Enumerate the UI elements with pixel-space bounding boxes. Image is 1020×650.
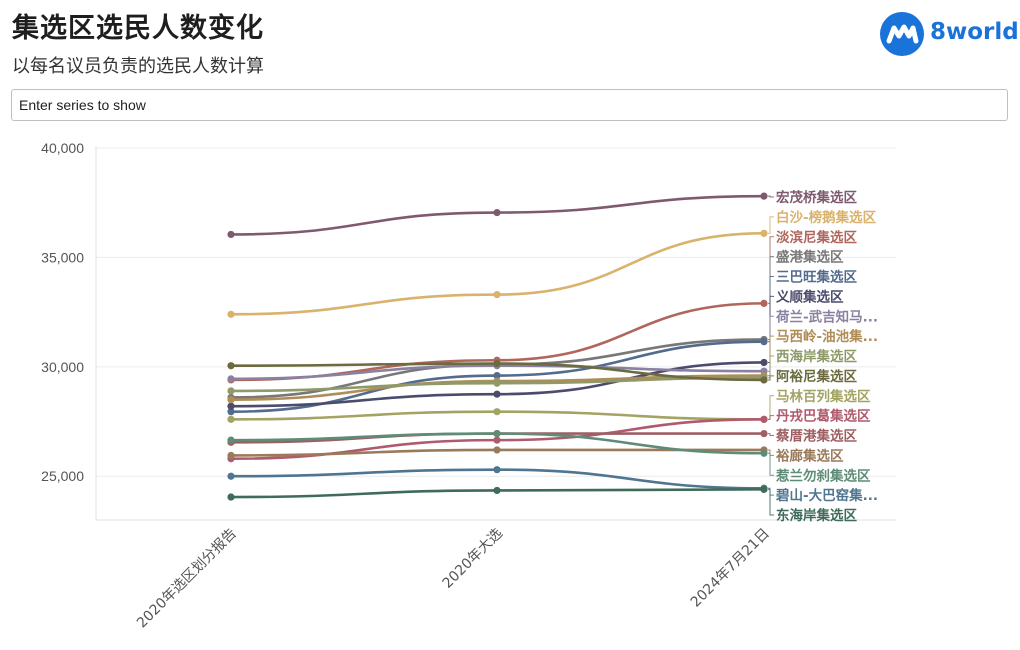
series-search-input[interactable] (12, 90, 1007, 120)
data-point[interactable] (493, 379, 501, 387)
data-point[interactable] (227, 362, 235, 370)
y-tick-label: 35,000 (41, 249, 84, 265)
data-point[interactable] (493, 371, 501, 380)
series-group[interactable] (227, 446, 768, 460)
data-point[interactable] (493, 408, 501, 416)
label-leader-line (768, 276, 774, 343)
series-labels: 宏茂桥集选区白沙-榜鹅集选区淡滨尼集选区盛港集选区三巴旺集选区义顺集选区荷兰-武… (768, 189, 878, 524)
label-leader-line (768, 375, 774, 381)
data-point[interactable] (227, 396, 235, 404)
data-point[interactable] (493, 429, 501, 438)
series-label[interactable]: 淡滨尼集选区 (776, 229, 857, 246)
series-label[interactable]: 马林百列集选区 (776, 388, 871, 405)
page-title: 集选区选民人数变化 (12, 13, 264, 44)
series-label[interactable]: 白沙-榜鹅集选区 (776, 209, 877, 226)
data-point[interactable] (493, 390, 501, 398)
data-point[interactable] (760, 192, 768, 200)
x-tick-label: 2024年7月21日 (688, 526, 773, 611)
series-label[interactable]: 惹兰勿刹集选区 (775, 467, 871, 484)
series-search-box[interactable] (11, 89, 1008, 121)
8world-logo-icon (880, 12, 924, 56)
series-group[interactable] (227, 408, 768, 423)
y-tick-label: 25,000 (41, 468, 84, 484)
label-leader-line (768, 452, 774, 476)
y-tick-label: 40,000 (41, 140, 84, 156)
label-leader-line (768, 315, 774, 372)
data-point[interactable] (760, 415, 768, 423)
label-leader-line (768, 488, 774, 516)
series-label[interactable]: 阿裕尼集选区 (776, 368, 857, 385)
data-point[interactable] (227, 375, 235, 383)
data-point[interactable] (493, 208, 501, 217)
label-leader-line (768, 216, 774, 234)
series-label[interactable]: 蔡厝港集选区 (775, 428, 857, 445)
data-point[interactable] (760, 485, 768, 493)
data-point[interactable] (493, 359, 501, 368)
series-line[interactable] (230, 232, 765, 316)
series-label[interactable]: 丹戎巴葛集选区 (776, 408, 871, 425)
data-point[interactable] (493, 446, 501, 454)
label-leader-line (768, 256, 774, 340)
data-point[interactable] (760, 229, 768, 237)
series-label[interactable]: 三巴旺集选区 (776, 269, 857, 286)
series-group[interactable] (227, 359, 768, 384)
data-point[interactable] (493, 486, 501, 495)
label-leader-line (768, 433, 774, 436)
data-point[interactable] (760, 449, 768, 457)
label-leader-line (768, 355, 774, 379)
data-point[interactable] (227, 402, 235, 410)
data-point[interactable] (760, 358, 768, 367)
data-point[interactable] (227, 408, 235, 416)
series-label[interactable]: 马西岭-油池集... (776, 328, 878, 345)
data-point[interactable] (493, 436, 501, 444)
series-group[interactable] (227, 429, 768, 457)
data-point[interactable] (227, 387, 235, 395)
data-point[interactable] (227, 310, 235, 318)
label-leader-line (768, 236, 774, 304)
data-point[interactable] (227, 451, 235, 460)
x-tick-label: 2020年选区划分报告 (134, 526, 240, 632)
series-label[interactable]: 碧山-大巴窑集... (775, 487, 878, 504)
series-label[interactable]: 宏茂桥集选区 (776, 189, 857, 206)
series-label[interactable]: 裕廊集选区 (775, 447, 844, 464)
label-leader-line (768, 449, 774, 456)
label-leader-line (768, 195, 774, 198)
series-group[interactable] (227, 485, 768, 501)
label-leader-line (768, 415, 774, 420)
series-label[interactable]: 义顺集选区 (776, 288, 844, 305)
x-tick-label: 2020年大选 (440, 526, 506, 592)
data-point[interactable] (227, 230, 235, 239)
data-point[interactable] (493, 291, 501, 299)
line-chart: 25,000 30,000 35,000 40,000 2020年选区划分报告 2020年… (41, 140, 896, 632)
data-point[interactable] (227, 415, 235, 423)
page-subtitle: 以每名议员负责的选民人数计算 (12, 56, 264, 77)
brand-logo[interactable]: 8world (880, 12, 1019, 56)
series-label[interactable]: 东海岸集选区 (776, 507, 857, 524)
data-point[interactable] (227, 472, 235, 480)
brand-logo-text: 8world (930, 19, 1019, 45)
label-leader-line (768, 295, 774, 363)
data-point[interactable] (227, 493, 235, 501)
data-point[interactable] (493, 466, 501, 474)
data-point[interactable] (760, 338, 768, 346)
data-point[interactable] (760, 299, 768, 307)
data-point[interactable] (760, 376, 768, 384)
data-point[interactable] (227, 436, 235, 444)
data-point[interactable] (760, 429, 768, 438)
series-group[interactable] (227, 192, 768, 239)
y-tick-label: 30,000 (41, 359, 84, 375)
series-group[interactable] (227, 229, 768, 318)
series-label[interactable]: 盛港集选区 (776, 249, 844, 266)
series-label[interactable]: 荷兰-武吉知马... (775, 308, 878, 325)
series-label[interactable]: 西海岸集选区 (776, 348, 857, 365)
